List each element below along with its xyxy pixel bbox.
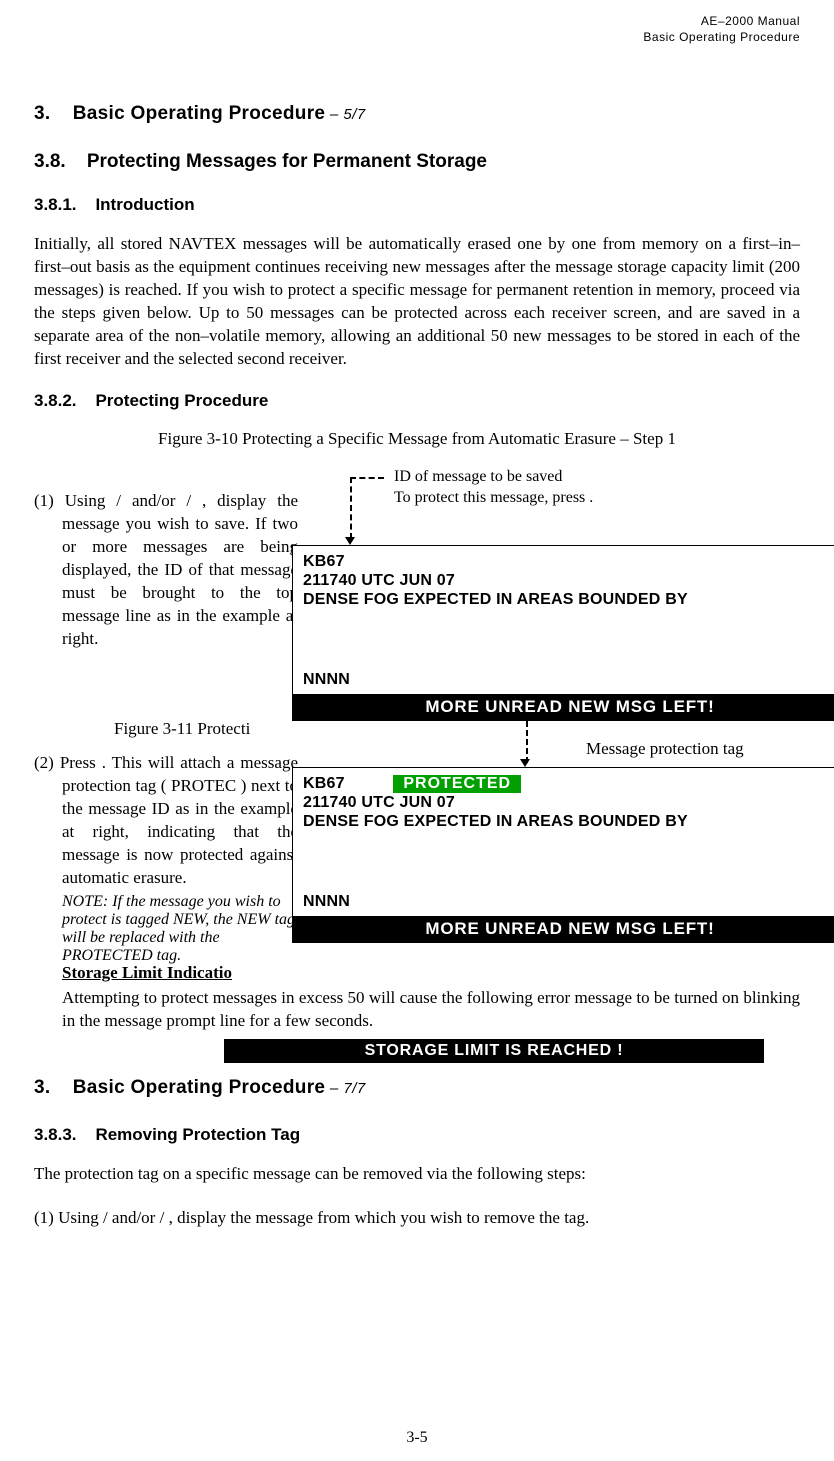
section-3-8-1-num: 3.8.1. xyxy=(34,195,77,214)
section-3-num: 3. xyxy=(34,103,50,124)
step1-area: ID of message to be saved To protect thi… xyxy=(34,467,800,763)
header-line-2: Basic Operating Procedure xyxy=(34,30,800,46)
screen2-id: KB67 xyxy=(303,775,345,792)
remove-step-1: (1) Using / and/or / , display the messa… xyxy=(34,1206,800,1229)
dash-down xyxy=(350,477,352,539)
tag-arrow-down-icon xyxy=(520,759,530,767)
section-3-8-3-num: 3.8.3. xyxy=(34,1125,77,1144)
tag-arrow-dash xyxy=(526,721,528,763)
intro-paragraph: Initially, all stored NAVTEX messages wi… xyxy=(34,233,800,371)
screen1-foot: MORE UNREAD NEW MSG LEFT! xyxy=(293,694,834,720)
callout-line-2: To protect this message, press . xyxy=(394,488,593,509)
protected-tag: PROTECTED xyxy=(393,775,521,793)
section-3-heading: 3. Basic Operating Procedure – 5/7 xyxy=(34,103,800,125)
section-3-8-2-heading: 3.8.2. Protecting Procedure xyxy=(34,391,800,411)
section-3b-tail: – 7/7 xyxy=(325,1080,366,1097)
screen1-time: 211740 UTC JUN 07 xyxy=(303,572,834,590)
screen1-end: NNNN xyxy=(303,671,834,689)
section-3-8-1-title: Introduction xyxy=(95,195,194,214)
storage-limit-bar: STORAGE LIMIT IS REACHED ! xyxy=(224,1039,764,1063)
remove-paragraph: The protection tag on a specific message… xyxy=(34,1163,800,1186)
section-3-8-3-title: Removing Protection Tag xyxy=(95,1125,300,1144)
section-3-8-2-title: Protecting Procedure xyxy=(95,391,268,410)
section-3b-num: 3. xyxy=(34,1077,50,1098)
callout-line-1: ID of message to be saved xyxy=(394,467,593,488)
page-header: AE–2000 Manual Basic Operating Procedure xyxy=(34,14,800,45)
section-3-8-2-num: 3.8.2. xyxy=(34,391,77,410)
callout-block: ID of message to be saved To protect thi… xyxy=(394,467,593,509)
screen-2: KB67 PROTECTED 211740 UTC JUN 07 DENSE F… xyxy=(292,767,834,943)
screen-1: KB67 211740 UTC JUN 07 DENSE FOG EXPECTE… xyxy=(292,545,834,721)
dash-top xyxy=(350,477,384,501)
figure-3-10-caption: Figure 3-10 Protecting a Specific Messag… xyxy=(34,429,800,449)
step2-area: Message protection tag (2) Press . This … xyxy=(34,751,800,1019)
section-3b-heading: 3. Basic Operating Procedure – 7/7 xyxy=(34,1077,800,1099)
message-protection-tag-label: Message protection tag xyxy=(586,739,744,759)
section-3-tail: – 5/7 xyxy=(325,106,366,123)
header-line-1: AE–2000 Manual xyxy=(34,14,800,30)
screen1-body: DENSE FOG EXPECTED IN AREAS BOUNDED BY xyxy=(303,591,834,609)
screen2-id-line: KB67 PROTECTED xyxy=(303,775,834,793)
screen2-foot: MORE UNREAD NEW MSG LEFT! xyxy=(293,916,834,942)
section-3-8-title: Protecting Messages for Permanent Storag… xyxy=(87,151,487,172)
section-3-8-num: 3.8. xyxy=(34,151,66,172)
step-2-note: NOTE: If the message you wish to protect… xyxy=(34,893,298,965)
section-3-8-3-heading: 3.8.3. Removing Protection Tag xyxy=(34,1125,800,1145)
arrow-down-icon xyxy=(345,537,355,545)
section-3-title: Basic Operating Procedure xyxy=(73,103,325,124)
section-3-8-1-heading: 3.8.1. Introduction xyxy=(34,195,800,215)
step-2-text: (2) Press . This will attach a message p… xyxy=(34,751,298,890)
screen2-time: 211740 UTC JUN 07 xyxy=(303,794,834,812)
section-3-8-heading: 3.8. Protecting Messages for Permanent S… xyxy=(34,151,800,173)
step-1-text: (1) Using / and/or / , display the messa… xyxy=(34,489,298,651)
screen2-body: DENSE FOG EXPECTED IN AREAS BOUNDED BY xyxy=(303,813,834,831)
screen1-id: KB67 xyxy=(303,553,834,571)
page-number: 3-5 xyxy=(0,1429,834,1447)
section-3b-title: Basic Operating Procedure xyxy=(73,1077,325,1098)
screen2-end: NNNN xyxy=(303,893,834,911)
